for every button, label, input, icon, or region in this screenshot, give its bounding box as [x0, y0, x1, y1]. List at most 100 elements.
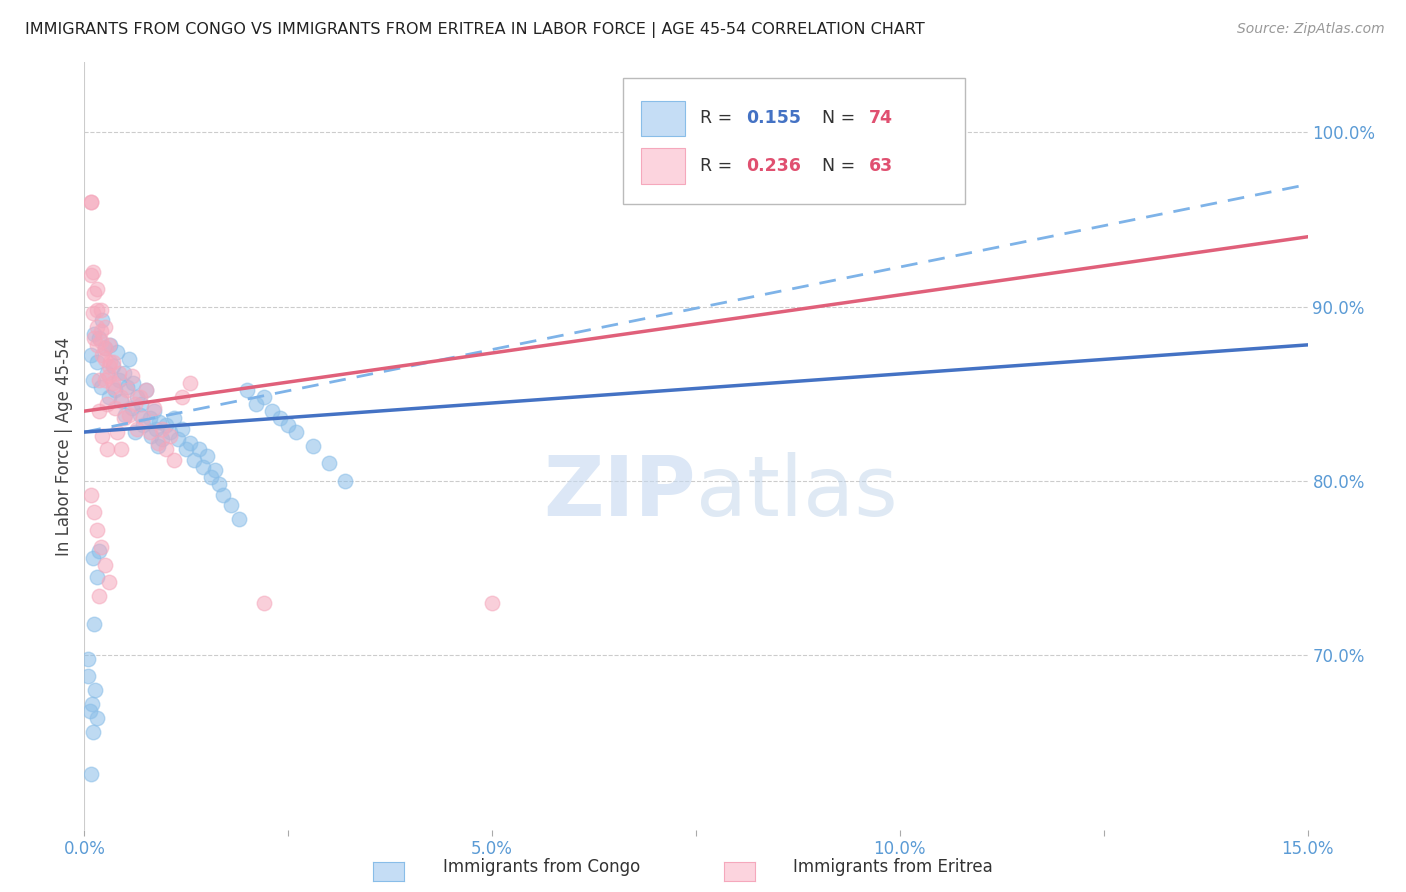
Point	[82, 373, 104, 387]
Point	[179, 376, 201, 391]
Point	[236, 383, 259, 397]
Point	[260, 404, 283, 418]
Point	[107, 373, 129, 387]
Point	[97, 390, 120, 404]
Point	[83, 331, 105, 345]
Point	[100, 338, 122, 352]
Point	[80, 194, 103, 209]
Point	[104, 383, 127, 397]
Point	[93, 351, 115, 366]
Point	[204, 463, 226, 477]
Point	[142, 401, 165, 415]
Point	[112, 411, 135, 425]
Text: 74: 74	[869, 110, 893, 128]
Point	[91, 428, 114, 442]
Point	[172, 390, 194, 404]
Point	[86, 523, 108, 537]
Point	[96, 442, 118, 457]
Point	[87, 404, 110, 418]
Point	[145, 421, 167, 435]
Point	[101, 359, 124, 373]
Point	[80, 348, 103, 362]
Point	[93, 320, 115, 334]
Text: 63: 63	[869, 157, 893, 175]
Point	[101, 355, 124, 369]
Point	[80, 697, 103, 711]
Point	[96, 366, 118, 380]
Point	[212, 488, 235, 502]
Point	[97, 338, 120, 352]
Point	[318, 457, 340, 471]
Point	[128, 408, 150, 422]
Point	[183, 453, 205, 467]
Point	[83, 505, 105, 519]
Point	[110, 442, 132, 457]
Text: N =: N =	[823, 157, 860, 175]
Point	[150, 421, 173, 435]
Point	[208, 477, 231, 491]
Point	[77, 669, 100, 683]
Point	[132, 411, 155, 425]
Text: 0.236: 0.236	[747, 157, 801, 175]
Point	[219, 498, 242, 512]
Point	[82, 306, 104, 320]
Text: Immigrants from Congo: Immigrants from Congo	[443, 858, 640, 876]
Point	[155, 442, 177, 457]
FancyBboxPatch shape	[641, 101, 685, 136]
Point	[80, 268, 103, 282]
Point	[91, 313, 114, 327]
Point	[105, 425, 128, 439]
Point	[87, 589, 110, 603]
Point	[124, 425, 146, 439]
Point	[277, 418, 299, 433]
Point	[101, 376, 124, 391]
Point	[100, 355, 122, 369]
Point	[105, 344, 128, 359]
Point	[90, 540, 112, 554]
Point	[159, 425, 181, 439]
Point	[138, 425, 160, 439]
Point	[87, 373, 110, 387]
Point	[269, 411, 291, 425]
Point	[91, 348, 114, 362]
Text: N =: N =	[823, 110, 860, 128]
Point	[80, 194, 103, 209]
Point	[200, 470, 222, 484]
Point	[335, 474, 357, 488]
Point	[128, 390, 150, 404]
Point	[121, 401, 143, 415]
Point	[86, 303, 108, 318]
Point	[77, 651, 100, 665]
Point	[245, 397, 267, 411]
Point	[90, 380, 112, 394]
Point	[146, 439, 169, 453]
Point	[122, 376, 145, 391]
Point	[148, 415, 170, 429]
Y-axis label: In Labor Force | Age 45-54: In Labor Force | Age 45-54	[55, 336, 73, 556]
Point	[115, 380, 138, 394]
Point	[146, 435, 169, 450]
Point	[86, 320, 108, 334]
Point	[97, 574, 120, 589]
Point	[86, 282, 108, 296]
Point	[110, 390, 132, 404]
Point	[118, 351, 141, 366]
Point	[127, 421, 149, 435]
Point	[127, 390, 149, 404]
Point	[107, 366, 129, 380]
Point	[187, 442, 209, 457]
Point	[93, 342, 115, 356]
Point	[301, 439, 323, 453]
Point	[195, 450, 218, 464]
FancyBboxPatch shape	[623, 78, 965, 204]
Point	[121, 369, 143, 384]
Text: Source: ZipAtlas.com: Source: ZipAtlas.com	[1237, 22, 1385, 37]
Point	[167, 432, 190, 446]
Point	[481, 596, 503, 610]
Point	[155, 418, 177, 433]
Text: atlas: atlas	[696, 451, 897, 533]
Point	[82, 265, 104, 279]
Point	[93, 558, 115, 572]
Point	[115, 383, 138, 397]
Text: R =: R =	[700, 157, 737, 175]
